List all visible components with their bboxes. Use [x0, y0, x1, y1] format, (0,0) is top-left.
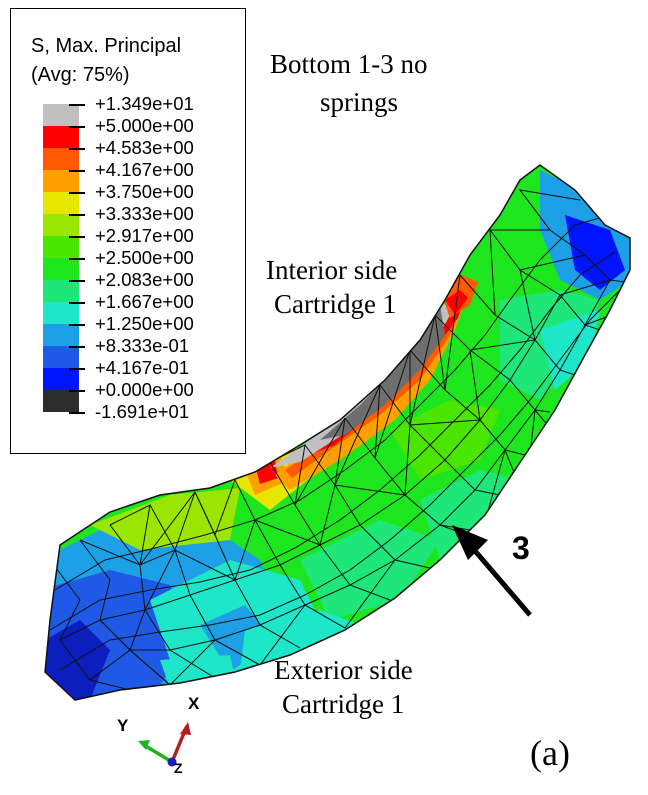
- triad-x-label: X: [188, 694, 200, 713]
- legend-swatch: [43, 258, 79, 280]
- legend-value: -1.691e+01: [95, 401, 190, 422]
- legend-swatch: [43, 104, 79, 126]
- legend-tick: [69, 324, 85, 326]
- legend-swatch: [43, 324, 79, 346]
- legend-swatch: [43, 236, 79, 258]
- legend-value: +2.917e+00: [95, 225, 194, 246]
- legend-tick: [69, 236, 85, 238]
- legend-value: +3.333e+00: [95, 203, 194, 224]
- exterior-label-line1: Exterior side: [274, 655, 413, 685]
- legend-swatch: [43, 390, 79, 412]
- legend-value: +4.167e-01: [95, 357, 190, 378]
- legend-tick: [69, 280, 85, 282]
- legend-tick: [69, 368, 85, 370]
- legend-swatch: [43, 346, 79, 368]
- legend-value: +3.750e+00: [95, 181, 194, 202]
- legend-tick: [69, 258, 85, 260]
- legend-value: +1.667e+00: [95, 291, 194, 312]
- legend-tick: [69, 412, 85, 414]
- legend-swatch: [43, 214, 79, 236]
- interior-label-line2: Cartridge 1: [274, 289, 397, 319]
- triad-z-label: Z: [174, 760, 183, 776]
- interior-label-line1: Interior side: [266, 255, 398, 285]
- case-title-line1: Bottom 1-3 no: [270, 49, 428, 79]
- legend-swatch: [43, 126, 79, 148]
- legend-value: +4.167e+00: [95, 159, 194, 180]
- legend-tick: [69, 192, 85, 194]
- load-arrow: [452, 525, 532, 617]
- legend-value: +5.000e+00: [95, 115, 194, 136]
- legend-tick: [69, 126, 85, 128]
- legend-swatch: [43, 192, 79, 214]
- triad-y-label: Y: [117, 716, 129, 735]
- legend-subtitle: (Avg: 75%): [31, 64, 130, 86]
- triad-z-axis: [167, 757, 177, 767]
- legend-tick: [69, 346, 85, 348]
- legend-value: +4.583e+00: [95, 137, 194, 158]
- legend-value: +0.000e+00: [95, 379, 194, 400]
- load-arrow-number: 3: [512, 530, 530, 566]
- mesh-wireframe: [49, 189, 627, 691]
- legend-value: +2.500e+00: [95, 247, 194, 268]
- legend-swatch: [43, 280, 79, 302]
- mesh-outline: [44, 164, 631, 701]
- triad-y-axis: [143, 743, 173, 764]
- legend-value: +8.333e-01: [95, 335, 190, 356]
- case-title-line2: springs: [320, 87, 399, 117]
- legend-value: +1.349e+01: [95, 93, 194, 114]
- legend-value: +1.250e+00: [95, 313, 194, 334]
- legend-swatch: [43, 302, 79, 324]
- panel-label: (a): [530, 733, 570, 773]
- exterior-label-line2: Cartridge 1: [282, 689, 405, 719]
- legend-tick: [69, 214, 85, 216]
- legend-tick: [69, 148, 85, 150]
- legend-tick: [69, 390, 85, 392]
- contour-legend: S, Max. Principal (Avg: 75%) +1.349e+01 +…: [10, 8, 246, 454]
- legend-swatch: [43, 368, 79, 390]
- legend-tick: [69, 104, 85, 106]
- legend-title: S, Max. Principal: [31, 35, 182, 57]
- legend-swatch: [43, 148, 79, 170]
- legend-swatch: [43, 170, 79, 192]
- legend-tick: [69, 170, 85, 172]
- legend-value: +2.083e+00: [95, 269, 194, 290]
- legend-tick: [69, 302, 85, 304]
- coordinate-triad: [138, 722, 191, 767]
